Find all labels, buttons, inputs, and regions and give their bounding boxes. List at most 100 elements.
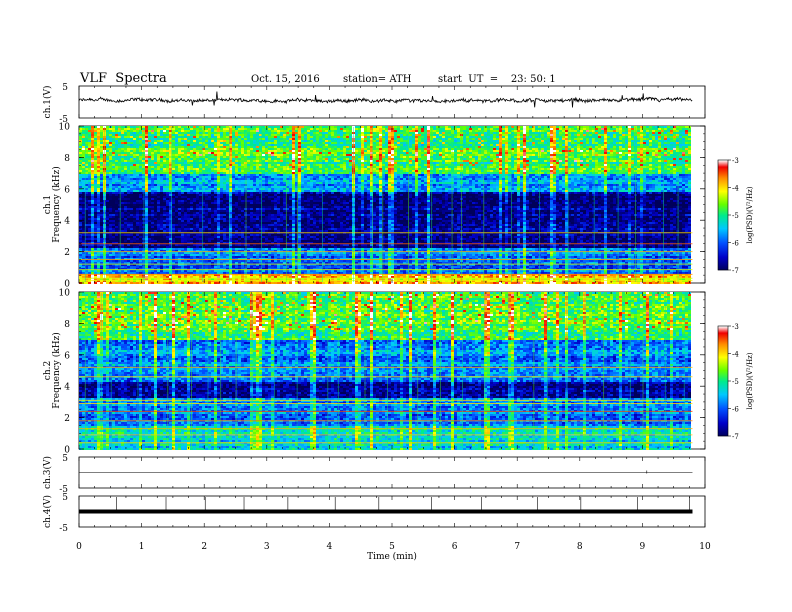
spectrogram-cell bbox=[676, 154, 679, 156]
spectrogram-cell bbox=[274, 152, 277, 154]
spectrogram-cell bbox=[418, 132, 421, 134]
spectrogram-cell bbox=[658, 158, 661, 160]
spectrogram-cell bbox=[475, 152, 478, 154]
spectrogram-cell bbox=[505, 134, 508, 136]
spectrogram-cell bbox=[385, 126, 388, 128]
spectrogram-cell bbox=[136, 138, 139, 140]
spectrogram-cell bbox=[247, 170, 250, 172]
spectrogram-cell bbox=[613, 146, 616, 148]
spectrogram-cell bbox=[307, 136, 310, 138]
spectrogram-cell bbox=[574, 160, 577, 162]
spectrogram-cell bbox=[82, 146, 85, 148]
spectrogram-cell bbox=[331, 156, 334, 158]
spectrogram-cell bbox=[655, 164, 658, 166]
spectrogram-cell bbox=[265, 170, 268, 172]
spectrogram-cell bbox=[394, 158, 397, 160]
spectrogram-cell bbox=[493, 160, 496, 162]
spectrogram-cell bbox=[253, 144, 256, 146]
spectrogram-cell bbox=[403, 172, 406, 174]
spectrogram-cell bbox=[289, 160, 292, 162]
spectrogram-cell bbox=[604, 166, 607, 168]
spectrogram-cell bbox=[628, 152, 631, 154]
spectrogram-cell bbox=[604, 158, 607, 160]
spectrogram-cell bbox=[82, 130, 85, 132]
spectrogram-cell bbox=[247, 130, 250, 132]
spectrogram-cell bbox=[604, 146, 607, 148]
spectrogram-cell bbox=[214, 144, 217, 146]
spectrogram-cell bbox=[532, 156, 535, 158]
spectrogram-cell bbox=[184, 138, 187, 140]
spectrogram-cell bbox=[244, 138, 247, 140]
spectrogram-cell bbox=[280, 144, 283, 146]
spectrogram-cell bbox=[547, 166, 550, 168]
spectrogram-cell bbox=[463, 142, 466, 144]
spectrogram-cell bbox=[238, 134, 241, 136]
spectrogram-cell bbox=[313, 140, 316, 142]
spectrogram-cell bbox=[121, 140, 124, 142]
spectrogram-cell bbox=[574, 130, 577, 132]
spectrogram-cell bbox=[577, 136, 580, 138]
spectrogram-cell bbox=[163, 132, 166, 134]
spectrogram-cell bbox=[196, 156, 199, 158]
spectrogram-cell bbox=[577, 138, 580, 140]
spectrogram-cell bbox=[217, 130, 220, 132]
spectrogram-cell bbox=[577, 156, 580, 158]
spectrogram-cell bbox=[436, 142, 439, 144]
spectrogram-cell bbox=[100, 134, 103, 136]
spectrogram-cell bbox=[586, 162, 589, 164]
spectrogram-cell bbox=[535, 154, 538, 156]
spectrogram-cell bbox=[436, 144, 439, 146]
spectrogram-cell bbox=[490, 138, 493, 140]
spectrogram-cell bbox=[469, 150, 472, 152]
spectrogram-cell bbox=[550, 160, 553, 162]
spectrogram-cell bbox=[616, 128, 619, 130]
spectrogram-cell bbox=[304, 136, 307, 138]
spectrogram-cell bbox=[682, 134, 685, 136]
spectrogram-cell bbox=[517, 136, 520, 138]
spectrogram-cell bbox=[613, 158, 616, 160]
spectrogram-cell bbox=[328, 172, 331, 174]
spectrogram-cell bbox=[553, 142, 556, 144]
spectrogram-cell bbox=[346, 154, 349, 156]
spectrogram-cell bbox=[157, 146, 160, 148]
spectrogram-cell bbox=[205, 142, 208, 144]
spectrogram-cell bbox=[124, 130, 127, 132]
spectrogram-cell bbox=[685, 162, 688, 164]
spectrogram-cell bbox=[682, 126, 685, 128]
spectrogram-cell bbox=[619, 170, 622, 172]
spectrogram-cell bbox=[172, 142, 175, 144]
spectrogram-cell bbox=[172, 128, 175, 130]
spectrogram-cell bbox=[313, 164, 316, 166]
spectrogram-cell bbox=[373, 130, 376, 132]
spectrogram-cell bbox=[445, 168, 448, 170]
spectrogram-cell bbox=[193, 146, 196, 148]
spectrogram-cell bbox=[601, 130, 604, 132]
spectrogram-cell bbox=[613, 166, 616, 168]
spectrogram-cell bbox=[115, 138, 118, 140]
spectrogram-cell bbox=[652, 148, 655, 150]
spectrogram-cell bbox=[226, 170, 229, 172]
spectrogram-cell bbox=[589, 130, 592, 132]
spectrogram-cell bbox=[238, 148, 241, 150]
spectrogram-cell bbox=[490, 128, 493, 130]
spectrogram-cell bbox=[502, 132, 505, 134]
spectrogram-cell bbox=[271, 140, 274, 142]
spectrogram-cell bbox=[187, 142, 190, 144]
spectrogram-cell bbox=[562, 166, 565, 168]
spectrogram-cell bbox=[325, 170, 328, 172]
spectrogram-cell bbox=[376, 152, 379, 154]
spectrogram-cell bbox=[187, 144, 190, 146]
spectrogram-cell bbox=[445, 160, 448, 162]
spectrogram-cell bbox=[151, 138, 154, 140]
spectrogram-cell bbox=[628, 136, 631, 138]
spectrogram-cell bbox=[478, 132, 481, 134]
spectrogram-cell bbox=[211, 128, 214, 130]
spectrogram-cell bbox=[121, 170, 124, 172]
spectrogram-cell bbox=[514, 158, 517, 160]
spectrogram-cell bbox=[364, 162, 367, 164]
spectrogram-cell bbox=[571, 170, 574, 172]
spectrogram-cell bbox=[349, 136, 352, 138]
spectrogram-cell bbox=[154, 134, 157, 136]
spectrogram-cell bbox=[217, 148, 220, 150]
spectrogram-cell bbox=[268, 154, 271, 156]
